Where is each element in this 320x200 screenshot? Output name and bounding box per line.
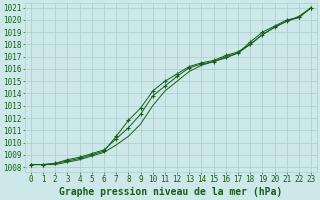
- X-axis label: Graphe pression niveau de la mer (hPa): Graphe pression niveau de la mer (hPa): [60, 187, 283, 197]
